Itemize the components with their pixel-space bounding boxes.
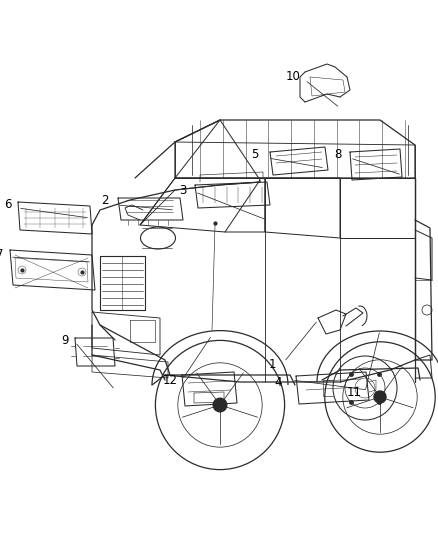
Text: 12: 12	[162, 374, 177, 386]
Text: 6: 6	[4, 198, 12, 212]
Text: 3: 3	[179, 183, 187, 197]
Text: 9: 9	[61, 334, 69, 346]
Text: 7: 7	[0, 247, 4, 261]
Text: 11: 11	[346, 385, 361, 399]
Circle shape	[374, 391, 386, 403]
Text: 4: 4	[274, 376, 282, 390]
Text: 2: 2	[101, 193, 109, 206]
Text: 1: 1	[268, 359, 276, 372]
Text: 10: 10	[286, 70, 300, 84]
Text: 8: 8	[334, 149, 342, 161]
Text: 5: 5	[251, 149, 259, 161]
Circle shape	[213, 398, 227, 412]
